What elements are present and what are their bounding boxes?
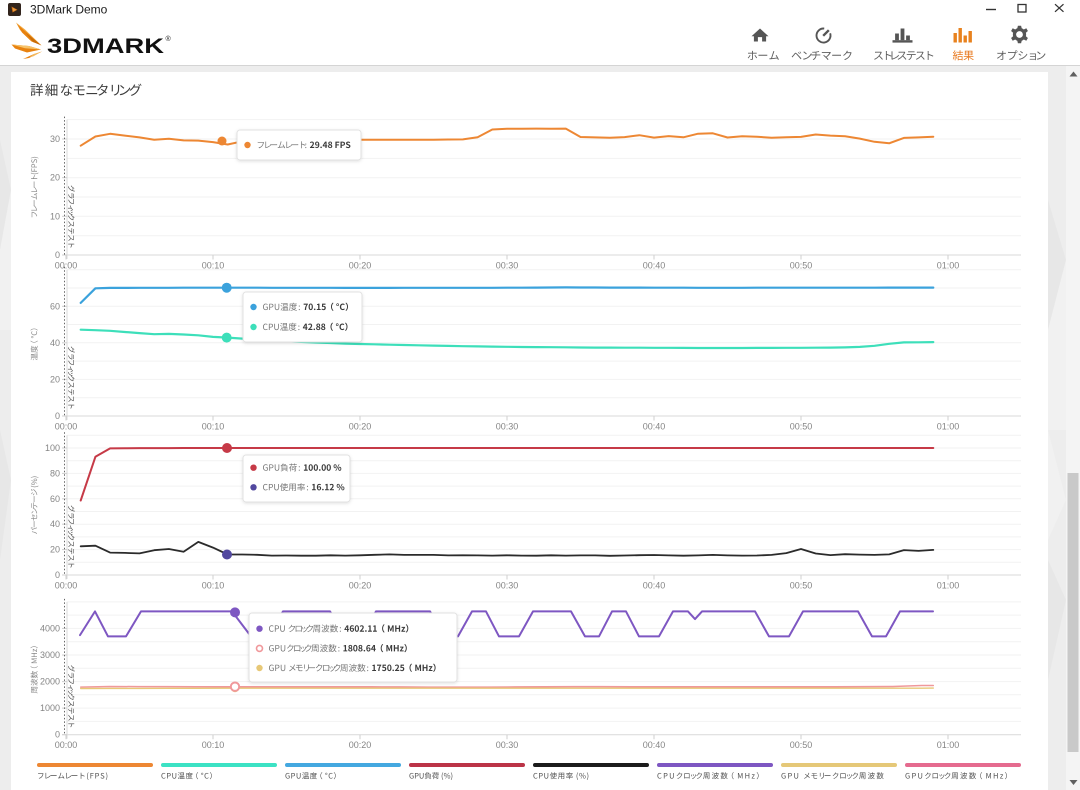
svg-text:3000: 3000 (40, 650, 60, 660)
svg-text:00:10: 00:10 (202, 581, 225, 591)
svg-text:00:30: 00:30 (496, 581, 519, 591)
svg-text:00:10: 00:10 (202, 261, 225, 271)
svg-text:4000: 4000 (40, 623, 60, 633)
svg-text:100: 100 (45, 443, 60, 453)
svg-text:®: ® (166, 35, 172, 43)
svg-text:01:00: 01:00 (937, 581, 960, 591)
svg-text:00:50: 00:50 (790, 422, 813, 432)
svg-text:00:20: 00:20 (349, 581, 372, 591)
svg-text:10: 10 (50, 211, 60, 221)
svg-text:00:50: 00:50 (790, 261, 813, 271)
svg-text:00:40: 00:40 (643, 581, 666, 591)
svg-text:00:00: 00:00 (55, 740, 78, 750)
svg-text:60: 60 (50, 494, 60, 504)
svg-text:00:20: 00:20 (349, 740, 372, 750)
svg-text:0: 0 (55, 570, 60, 580)
svg-text:00:10: 00:10 (202, 422, 225, 432)
svg-text:0: 0 (55, 730, 60, 740)
svg-text:0: 0 (55, 250, 60, 260)
svg-text:00:40: 00:40 (643, 261, 666, 271)
svg-text:1000: 1000 (40, 703, 60, 713)
svg-text:01:00: 01:00 (937, 261, 960, 271)
svg-text:00:50: 00:50 (790, 740, 813, 750)
svg-text:00:20: 00:20 (349, 261, 372, 271)
svg-text:30: 30 (50, 134, 60, 144)
svg-text:01:00: 01:00 (937, 422, 960, 432)
svg-text:01:00: 01:00 (937, 740, 960, 750)
svg-text:00:00: 00:00 (55, 581, 78, 591)
svg-text:00:40: 00:40 (643, 740, 666, 750)
svg-text:00:30: 00:30 (496, 261, 519, 271)
svg-text:00:00: 00:00 (55, 422, 78, 432)
svg-text:00:40: 00:40 (643, 422, 666, 432)
svg-text:00:30: 00:30 (496, 740, 519, 750)
svg-text:20: 20 (50, 374, 60, 384)
svg-text:20: 20 (50, 173, 60, 183)
svg-text:00:00: 00:00 (55, 261, 78, 271)
svg-text:3DMark Demo: 3DMark Demo (30, 3, 108, 17)
svg-text:40: 40 (50, 338, 60, 348)
svg-text:00:50: 00:50 (790, 581, 813, 591)
svg-text:80: 80 (50, 468, 60, 478)
svg-text:20: 20 (50, 545, 60, 555)
svg-text:00:20: 00:20 (349, 422, 372, 432)
svg-text:3DMARK: 3DMARK (47, 35, 164, 58)
svg-text:00:10: 00:10 (202, 740, 225, 750)
svg-text:2000: 2000 (40, 677, 60, 687)
svg-text:40: 40 (50, 519, 60, 529)
svg-text:0: 0 (55, 411, 60, 421)
svg-text:60: 60 (50, 301, 60, 311)
svg-text:00:30: 00:30 (496, 422, 519, 432)
